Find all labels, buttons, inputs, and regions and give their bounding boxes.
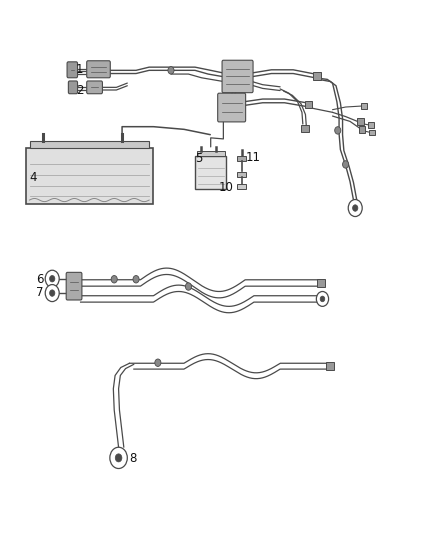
Circle shape: [168, 67, 174, 74]
Bar: [368, 122, 374, 128]
Circle shape: [155, 359, 161, 367]
FancyBboxPatch shape: [67, 62, 78, 78]
Bar: [300, 125, 308, 132]
Text: 10: 10: [219, 181, 234, 195]
Circle shape: [115, 454, 122, 462]
Bar: [361, 103, 367, 109]
Bar: [237, 184, 246, 189]
Bar: [237, 172, 246, 177]
Circle shape: [353, 205, 358, 211]
Circle shape: [185, 283, 191, 290]
FancyBboxPatch shape: [218, 93, 246, 122]
Bar: [304, 101, 312, 108]
Bar: [326, 362, 334, 370]
FancyBboxPatch shape: [68, 81, 78, 94]
Bar: [195, 157, 226, 189]
FancyBboxPatch shape: [222, 60, 253, 93]
FancyBboxPatch shape: [66, 272, 82, 300]
Circle shape: [49, 290, 55, 296]
Circle shape: [335, 127, 341, 134]
Circle shape: [348, 199, 362, 216]
Text: 4: 4: [29, 171, 37, 184]
Text: 6: 6: [36, 273, 43, 286]
Circle shape: [45, 285, 59, 302]
Bar: [369, 130, 375, 135]
Bar: [359, 126, 365, 133]
Text: 5: 5: [195, 152, 202, 165]
Bar: [313, 72, 321, 80]
Bar: [26, 148, 152, 204]
Circle shape: [45, 270, 59, 287]
Circle shape: [320, 296, 325, 302]
Bar: [237, 156, 246, 161]
Circle shape: [111, 276, 117, 283]
Circle shape: [316, 292, 328, 306]
FancyBboxPatch shape: [87, 81, 102, 94]
Text: 11: 11: [245, 151, 260, 164]
Bar: [29, 141, 149, 148]
Bar: [197, 151, 225, 157]
Circle shape: [133, 276, 139, 283]
Circle shape: [343, 161, 349, 168]
Bar: [317, 279, 325, 287]
Text: 2: 2: [76, 84, 84, 96]
Text: 8: 8: [130, 453, 137, 465]
Text: 7: 7: [36, 286, 43, 298]
Bar: [357, 118, 364, 125]
Circle shape: [49, 276, 55, 282]
Text: 1: 1: [76, 63, 84, 76]
Circle shape: [110, 447, 127, 469]
FancyBboxPatch shape: [87, 61, 110, 78]
